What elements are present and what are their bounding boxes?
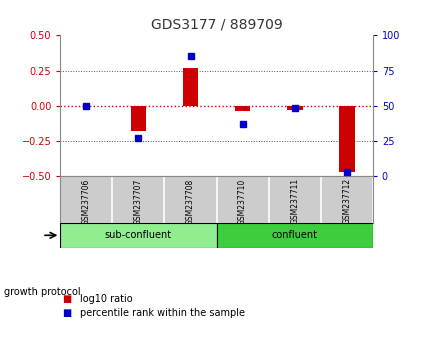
Text: GSM237707: GSM237707 — [134, 178, 143, 225]
Bar — [286, 106, 302, 110]
Text: log10 ratio: log10 ratio — [80, 294, 132, 304]
Text: ■: ■ — [62, 294, 71, 304]
Text: GSM237708: GSM237708 — [186, 178, 195, 224]
Bar — [216, 223, 372, 248]
Bar — [182, 68, 198, 106]
Text: growth protocol: growth protocol — [4, 287, 81, 297]
Text: GSM237712: GSM237712 — [341, 178, 350, 224]
Text: ■: ■ — [62, 308, 71, 318]
Text: percentile rank within the sample: percentile rank within the sample — [80, 308, 244, 318]
Title: GDS3177 / 889709: GDS3177 / 889709 — [150, 17, 282, 32]
Text: GSM237711: GSM237711 — [289, 178, 298, 224]
Bar — [130, 106, 146, 131]
Bar — [60, 223, 216, 248]
Text: sub-confluent: sub-confluent — [104, 230, 172, 240]
Text: confluent: confluent — [271, 230, 317, 240]
Bar — [338, 106, 354, 172]
Bar — [234, 106, 250, 111]
Text: GSM237710: GSM237710 — [237, 178, 246, 224]
Text: GSM237706: GSM237706 — [82, 178, 91, 225]
